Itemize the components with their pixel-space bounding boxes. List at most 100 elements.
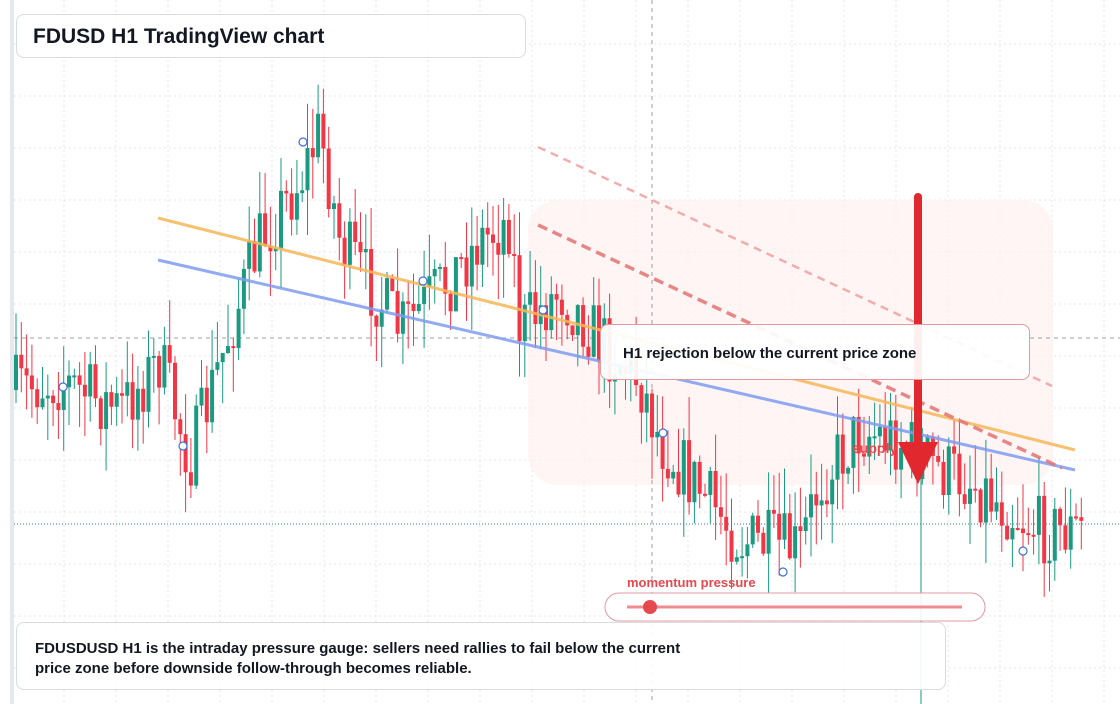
- candle-body: [814, 494, 819, 506]
- candle-body: [114, 393, 119, 407]
- candle-body: [962, 494, 967, 504]
- candle-body: [570, 325, 575, 336]
- candle-body: [554, 294, 559, 300]
- candle-body: [120, 393, 124, 396]
- candle-body: [77, 375, 82, 385]
- candle-body: [671, 471, 676, 479]
- candle-body: [51, 395, 56, 404]
- candle-body: [210, 369, 215, 423]
- candle-body: [14, 354, 18, 390]
- candle-body: [1058, 508, 1063, 526]
- candle-body: [475, 245, 480, 265]
- candle-body: [761, 532, 766, 554]
- candle-body: [273, 248, 278, 252]
- candle-body: [358, 241, 363, 253]
- candle-body: [459, 257, 464, 260]
- candle-body: [522, 304, 527, 342]
- marker: [418, 276, 428, 286]
- candle-body: [1036, 495, 1041, 535]
- candle-body: [395, 291, 400, 334]
- candle-body: [968, 488, 972, 504]
- candle-body: [549, 294, 554, 331]
- candle-body: [422, 287, 427, 304]
- candle-body: [226, 346, 230, 353]
- candle-body: [925, 436, 930, 447]
- title-box: FDUSD H1 TradingView chart: [16, 14, 526, 58]
- candle-body: [1010, 528, 1015, 540]
- candle-body: [300, 190, 305, 194]
- candle-body: [750, 515, 755, 545]
- candle-body: [883, 426, 888, 451]
- candle-body: [294, 193, 299, 220]
- candle-body: [1005, 525, 1010, 540]
- candle-body: [787, 513, 792, 559]
- candle-body: [241, 268, 246, 309]
- candle-body: [29, 375, 34, 390]
- candle-body: [512, 253, 517, 256]
- marker: [778, 567, 788, 577]
- candle-body: [98, 398, 103, 430]
- candle-body: [835, 434, 840, 480]
- candle-body: [416, 303, 421, 312]
- candle-body: [88, 364, 93, 397]
- candle-body: [655, 431, 660, 438]
- candle-body: [989, 478, 994, 512]
- candle-body: [305, 148, 310, 191]
- candle-body: [676, 471, 681, 495]
- candle-body: [1079, 517, 1084, 521]
- callout-text: H1 rejection below the current price zon…: [623, 345, 917, 362]
- candle-body: [199, 387, 204, 406]
- candle-body: [141, 388, 146, 412]
- candle-body: [379, 309, 384, 327]
- candle-body: [978, 489, 983, 523]
- candle-body: [718, 507, 723, 517]
- candle-body: [125, 382, 130, 396]
- candle-body: [188, 472, 193, 486]
- candle-body: [639, 385, 644, 413]
- candle-body: [697, 461, 702, 494]
- candle-body: [559, 299, 564, 315]
- candle-body: [957, 453, 962, 495]
- candle-body: [660, 431, 665, 469]
- candle-body: [342, 237, 347, 265]
- candle-body: [703, 493, 707, 496]
- candle-body: [316, 113, 321, 158]
- candle-body: [464, 257, 469, 287]
- candle-body: [82, 384, 87, 397]
- candle-body: [909, 422, 914, 450]
- candle-body: [178, 419, 183, 435]
- candle-body: [220, 352, 225, 363]
- candle-body: [1047, 560, 1052, 564]
- candle-body: [1063, 525, 1068, 550]
- callout-box: H1 rejection below the current price zon…: [600, 324, 1030, 380]
- candle-body: [793, 526, 798, 559]
- candle-body: [390, 278, 395, 292]
- candle-body: [438, 266, 442, 269]
- supply-label: supply: [852, 440, 898, 456]
- candle-body: [766, 509, 771, 554]
- candle-body: [650, 393, 654, 438]
- candle-body: [321, 113, 326, 149]
- candle-body: [782, 513, 787, 540]
- candle-body: [809, 494, 813, 518]
- candle-body: [35, 389, 40, 408]
- candle-body: [501, 219, 506, 255]
- candle-body: [729, 530, 734, 562]
- candle-body: [443, 266, 448, 294]
- candle-body: [771, 509, 776, 514]
- candle-body: [830, 479, 835, 505]
- candle-body: [40, 398, 45, 408]
- candle-body: [183, 434, 188, 473]
- candle-body: [310, 148, 315, 158]
- candle-body: [61, 387, 66, 410]
- candle-body: [819, 500, 824, 506]
- candle-body: [204, 387, 209, 423]
- candle-body: [687, 440, 692, 503]
- candle-body: [19, 354, 24, 369]
- candle-body: [24, 368, 29, 376]
- candle-body: [544, 305, 548, 331]
- candle-body: [337, 203, 342, 238]
- candle-body: [496, 242, 501, 255]
- candle-body: [231, 346, 236, 349]
- candle-body: [734, 557, 739, 562]
